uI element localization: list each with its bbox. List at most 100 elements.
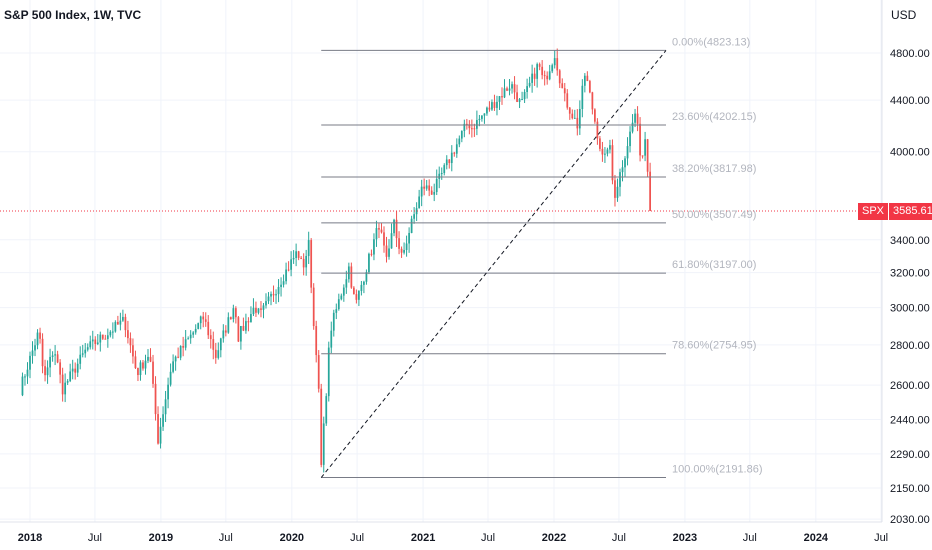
candle-body (370, 253, 373, 255)
candle-body (169, 371, 172, 385)
candle-body (594, 109, 596, 122)
candle-body (137, 368, 139, 376)
candle-body (187, 338, 190, 340)
candle-body (629, 131, 631, 147)
candle-body (174, 356, 177, 362)
fib-level-label: 78.60%(2754.95) (672, 340, 756, 352)
candle-body (491, 102, 493, 110)
candle-body (430, 190, 433, 195)
candle-body (536, 64, 539, 79)
candle-body (433, 192, 436, 195)
candle-body (245, 321, 247, 331)
candle-body (106, 335, 109, 339)
candle-body (222, 330, 225, 339)
candle-body (119, 320, 122, 325)
candle-body (287, 269, 290, 271)
candle-body (644, 139, 646, 156)
candle-body (277, 286, 280, 295)
x-tick-label: 2020 (280, 532, 304, 544)
candle-body (518, 99, 521, 102)
candle-body (232, 308, 235, 320)
candle-body (81, 353, 84, 355)
candle-body (262, 305, 265, 310)
candle-body (101, 334, 104, 339)
candle-body (74, 368, 77, 373)
candle-body (51, 355, 54, 357)
candle-body (413, 214, 416, 219)
candle-body (282, 281, 285, 285)
x-tick-label: 2022 (542, 532, 566, 544)
candle-body (240, 325, 242, 342)
candle-body (578, 109, 581, 129)
candle-body (513, 84, 516, 93)
candle-body (242, 325, 245, 331)
candle-body (94, 339, 97, 344)
candle-body (237, 317, 240, 342)
candle-body (476, 120, 478, 129)
x-axis: 2018 Jul 2019 Jul 2020 Jul 2021 Jul 2022 Jul 2023 J… (0, 0, 888, 544)
candle-body (257, 308, 260, 313)
candle-body (455, 144, 458, 154)
candle-body (425, 185, 428, 189)
x-tick-label: Jul (88, 532, 102, 544)
y-axis: 4800.00 4400.00 4000.00 3400.00 3200.00 3000.… (890, 48, 930, 526)
candle-body (596, 121, 599, 139)
candle-body (300, 257, 303, 259)
candle-body (646, 139, 649, 172)
candle-body (604, 153, 606, 155)
candle-body (154, 383, 157, 415)
candle-body (315, 326, 318, 356)
fib-trend-line (320, 50, 667, 478)
candle-body (415, 208, 418, 215)
candle-body (192, 332, 195, 335)
candle-body (177, 356, 180, 358)
candle-body (272, 293, 275, 296)
candle-body (468, 124, 471, 129)
candle-body (631, 122, 634, 132)
candle-body (39, 332, 41, 339)
candle-body (227, 317, 230, 333)
fibonacci-retracement[interactable]: 0.00%(4823.13) 23.60%(4202.15) 38.20%(3817… (320, 36, 763, 479)
candle-body (21, 376, 24, 396)
candle-body (453, 152, 456, 154)
candle-body (114, 321, 117, 332)
candle-body (599, 138, 601, 149)
candle-body (76, 363, 79, 373)
candle-body (111, 331, 114, 333)
candle-body (521, 99, 523, 101)
candle-body (546, 75, 549, 80)
candle-body (458, 138, 461, 145)
candle-body (383, 232, 385, 246)
candle-body (24, 376, 26, 378)
candle-body (116, 321, 119, 325)
candle-body (202, 316, 205, 320)
candle-body (410, 218, 413, 233)
candle-body (342, 287, 345, 296)
candle-body (493, 102, 496, 108)
candle-body (325, 396, 328, 424)
candle-body (142, 362, 144, 369)
candle-body (488, 107, 491, 110)
candle-body (332, 312, 335, 331)
candle-body (435, 178, 438, 193)
candle-body (531, 73, 534, 83)
candle-body (224, 330, 227, 333)
candle-body (551, 65, 554, 72)
candle-body (365, 272, 368, 282)
candle-body (157, 414, 159, 444)
x-tick-label: 2024 (804, 532, 829, 544)
candle-body (501, 96, 503, 98)
candle-body (292, 258, 295, 260)
candle-body (147, 356, 149, 361)
candle-body (583, 75, 586, 86)
candle-body (352, 287, 355, 295)
candle-body (533, 73, 536, 79)
candle-body (132, 345, 134, 357)
candle-body (483, 113, 486, 116)
candle-body (548, 71, 551, 80)
candle-body (586, 75, 589, 82)
candle-body (134, 356, 137, 369)
candle-body (189, 334, 192, 339)
candle-body (207, 321, 210, 336)
